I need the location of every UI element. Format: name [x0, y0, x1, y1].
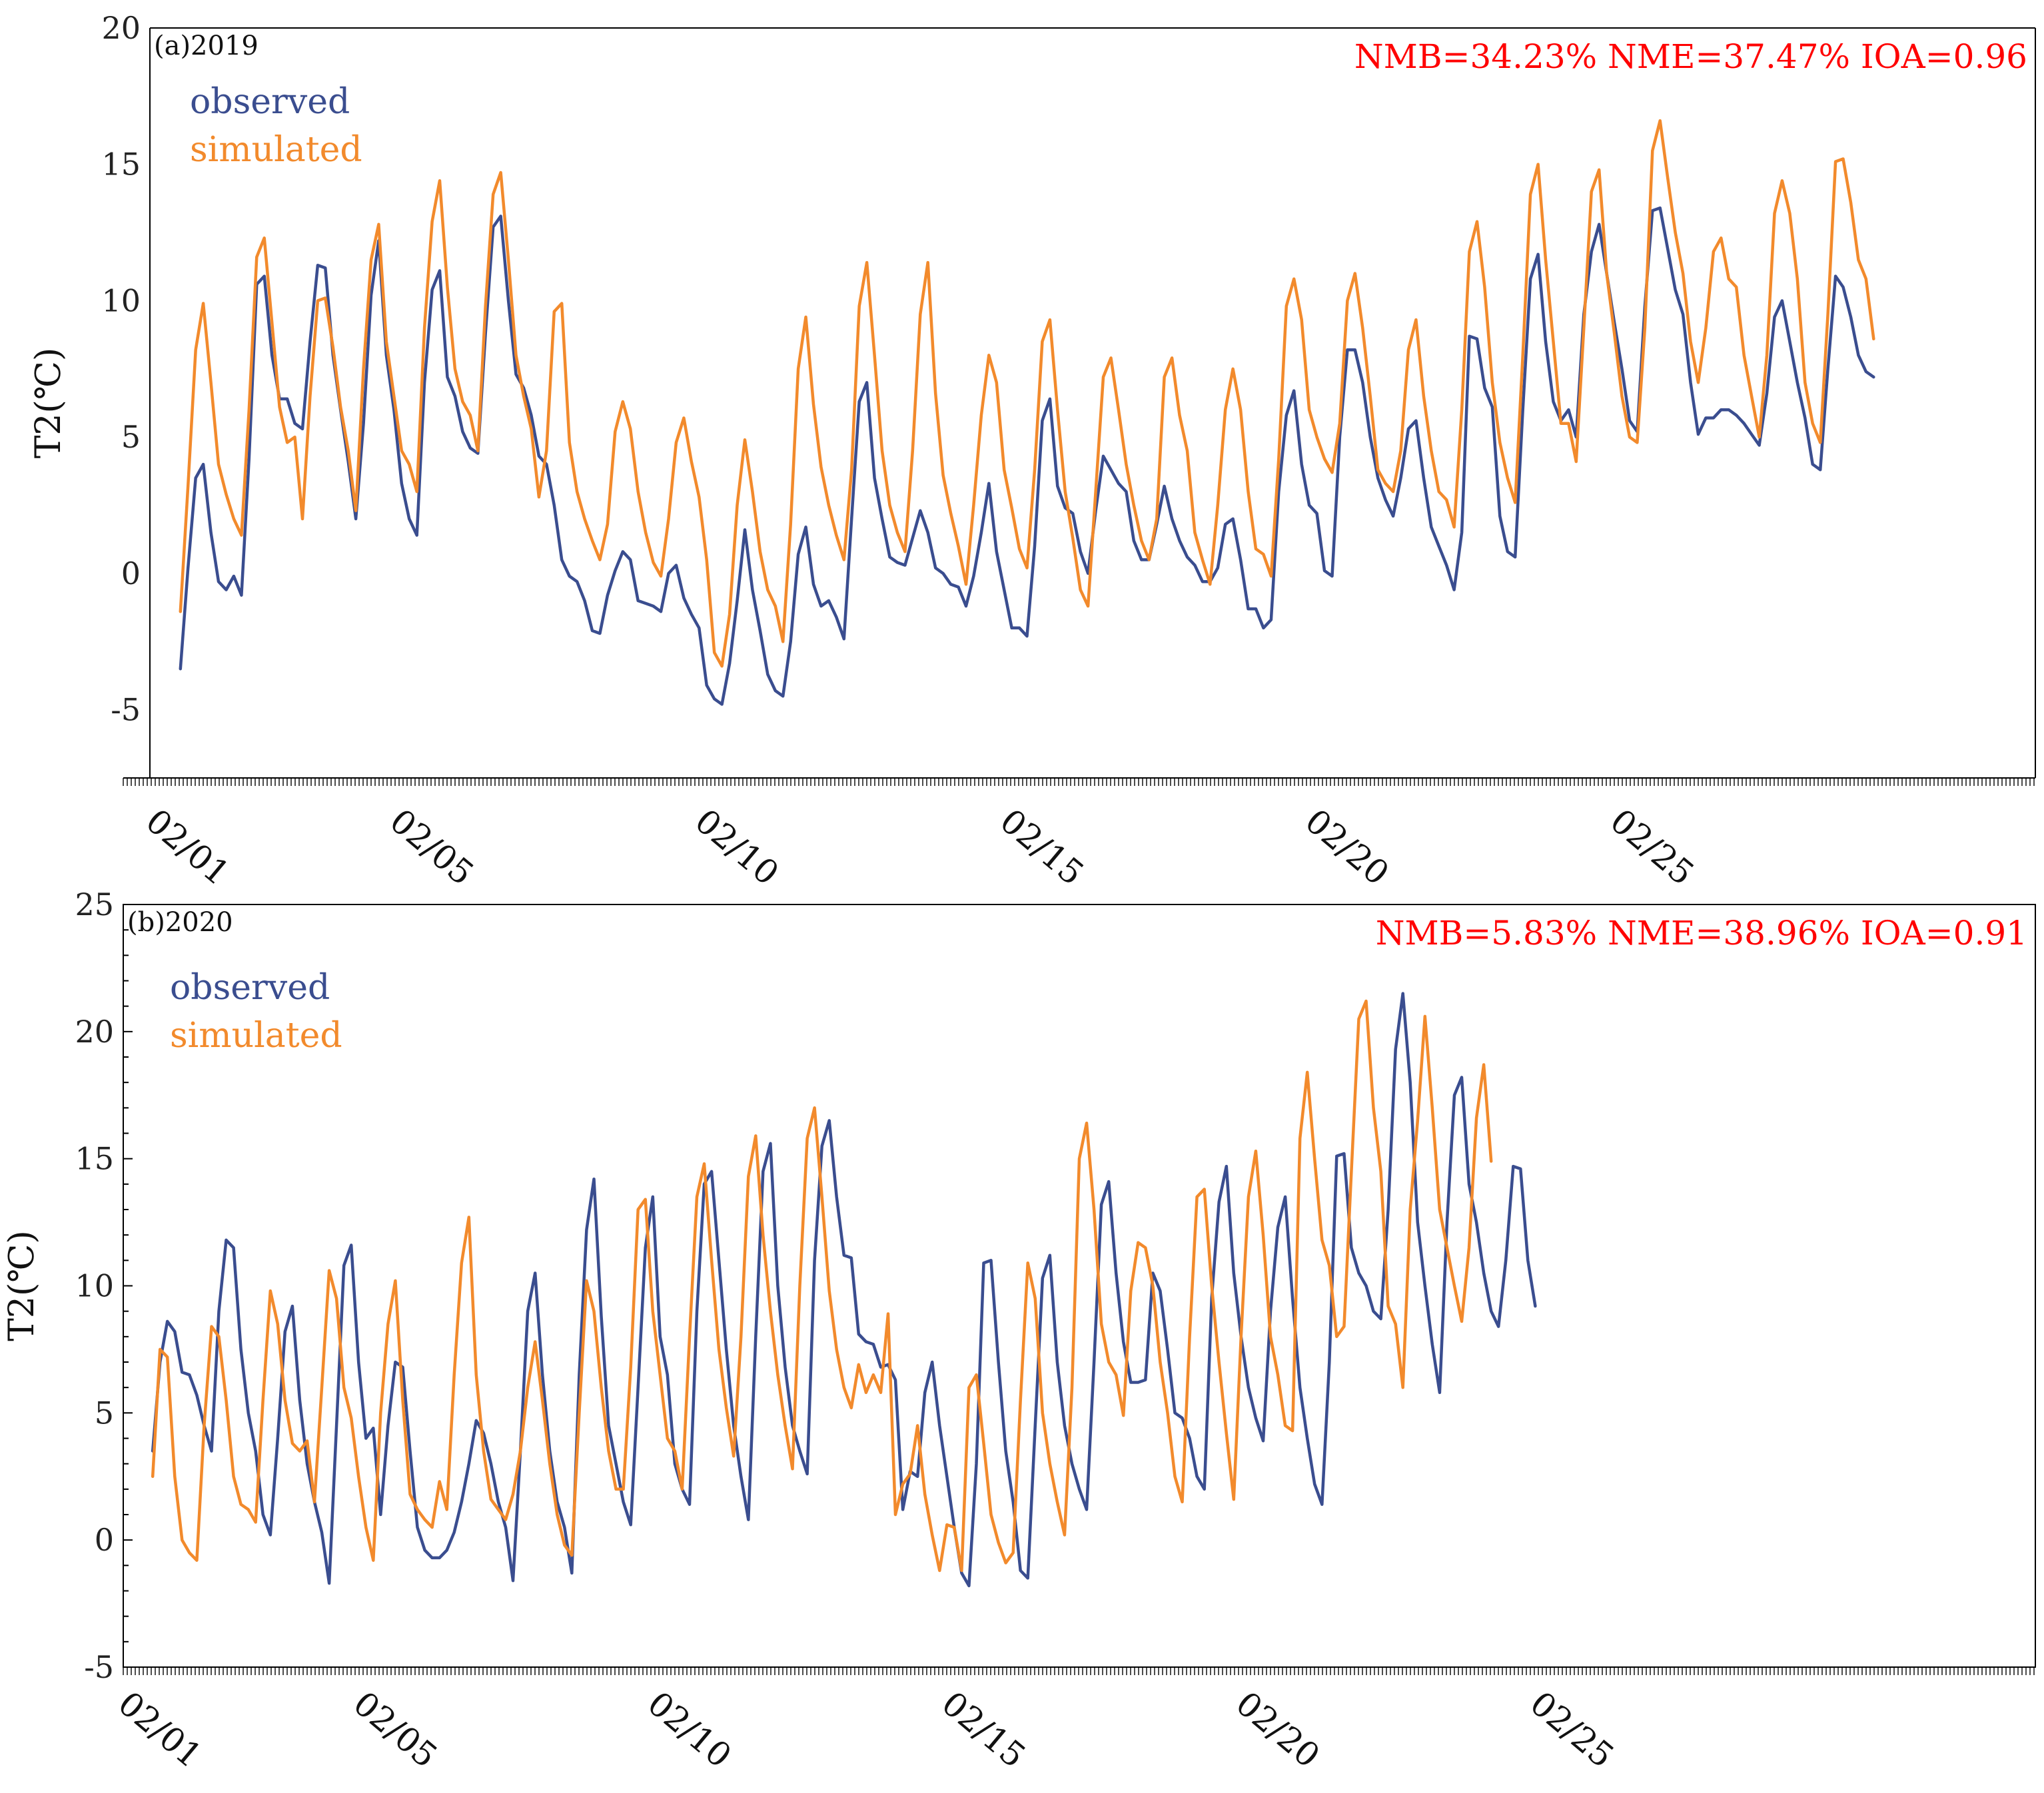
x-tick-label: 02/05	[346, 1684, 444, 1775]
y-tick-label: 5	[95, 1395, 114, 1431]
y-tick-label: 5	[121, 419, 141, 455]
y-tick-label: 10	[101, 282, 141, 318]
chart-panel-a: -5 0 5 10 15 20 02/01 02/05 02/10 02/15 02/20 02/25…	[29, 10, 2036, 893]
x-tick-label: 02/01	[111, 1684, 209, 1775]
x-tick-label: 02/10	[640, 1684, 739, 1775]
x-tick-label: 02/25	[1523, 1684, 1622, 1775]
y-tick-label: 15	[75, 1141, 114, 1177]
y-tick-label: 15	[101, 147, 141, 182]
series-line-observed	[151, 992, 1537, 1588]
y-tick-label: 20	[101, 10, 141, 46]
y-tick-label: 20	[75, 1014, 114, 1050]
x-tick-label: 02/10	[688, 801, 786, 893]
y-tick-label: 0	[95, 1522, 114, 1558]
metrics-annotation: NMB=34.23% NME=37.47% IOA=0.96	[1354, 37, 2027, 76]
panel-label: (b)2020	[127, 907, 233, 938]
x-tick-label: 02/15	[993, 801, 1091, 893]
y-tick-label: 10	[75, 1268, 114, 1304]
x-tick-label: 02/15	[935, 1684, 1033, 1775]
legend-simulated: simulated	[170, 1016, 342, 1056]
y-tick-label: 0	[121, 555, 141, 591]
metrics-annotation: NMB=5.83% NME=38.96% IOA=0.91	[1376, 914, 2027, 952]
x-tick-label: 02/20	[1229, 1684, 1327, 1775]
series-line-simulated	[151, 999, 1493, 1573]
x-tick-label: 02/20	[1298, 801, 1396, 893]
plot-frame	[123, 904, 2036, 1668]
chart-panel-b: -5 0 5 10 15 20 25 02/01 02/05 02/10 02/15 02/20 02/…	[2, 887, 2036, 1776]
x-tick-label: 02/01	[139, 801, 237, 893]
y-tick-label: -5	[111, 692, 141, 728]
x-tick-label: 02/25	[1603, 801, 1702, 893]
y-tick-label: -5	[84, 1649, 114, 1685]
legend-observed: observed	[190, 82, 350, 122]
x-tick-label: 02/05	[382, 801, 481, 893]
panel-label: (a)2019	[154, 31, 258, 61]
y-axis-title: T2(℃)	[29, 348, 69, 459]
series-line-simulated	[179, 119, 1875, 668]
legend-simulated: simulated	[190, 130, 362, 170]
y-axis-title: T2(℃)	[2, 1230, 42, 1341]
y-tick-label: 25	[75, 887, 114, 922]
legend-observed: observed	[170, 968, 330, 1008]
series-line-observed	[179, 206, 1875, 706]
